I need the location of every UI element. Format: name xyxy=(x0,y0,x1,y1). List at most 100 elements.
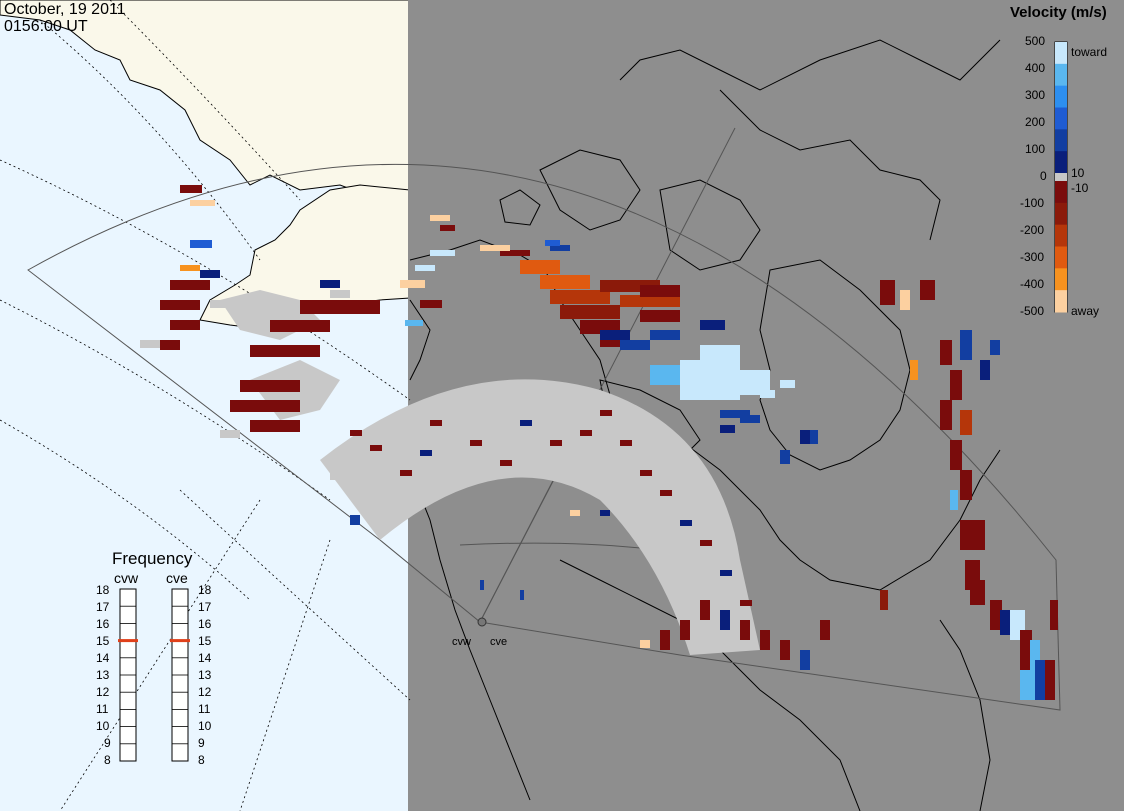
velocity-cell xyxy=(620,440,632,446)
velocity-cell xyxy=(640,470,652,476)
colorbar-block xyxy=(1055,107,1067,130)
velocity-cell xyxy=(430,250,455,256)
velocity-cell xyxy=(990,600,1002,630)
ground-scatter-cell xyxy=(360,500,380,510)
vel-tick: 100 xyxy=(1025,142,1046,156)
velocity-cell xyxy=(160,300,200,310)
velocity-cell xyxy=(620,340,650,350)
freq-tick: 18 xyxy=(198,583,212,597)
velocity-cell xyxy=(800,430,810,444)
velocity-cell xyxy=(560,305,620,319)
velocity-cell xyxy=(720,610,730,630)
lat-lon-grid xyxy=(0,0,411,811)
velocity-cell xyxy=(570,510,580,516)
velocity-cell xyxy=(940,400,952,430)
vel-tick: 400 xyxy=(1025,61,1046,75)
velocity-cell xyxy=(960,520,985,550)
velocity-cell xyxy=(640,285,680,297)
velocity-cell xyxy=(420,300,442,308)
vel-tick: 500 xyxy=(1025,34,1046,48)
radar-name-right: cve xyxy=(166,570,188,586)
velocity-cell xyxy=(720,425,735,433)
velocity-cell xyxy=(545,240,560,246)
velocity-cell xyxy=(500,460,512,466)
freq-tick: 11 xyxy=(198,702,211,716)
velocity-cell xyxy=(810,430,818,444)
time-label: 0156:00 UT xyxy=(4,18,88,35)
vel-tick: 200 xyxy=(1025,115,1046,129)
velocity-cell xyxy=(1000,610,1010,635)
ground-scatter-cell xyxy=(210,300,230,308)
velocity-cell xyxy=(160,340,180,350)
velocity-cell xyxy=(700,540,712,546)
colorbar-block xyxy=(1055,181,1067,204)
freq-tick: 14 xyxy=(198,651,212,665)
velocity-cell xyxy=(430,215,450,221)
freq-tick: 16 xyxy=(96,617,110,631)
freq-tick: 13 xyxy=(198,668,212,682)
colorbar-block xyxy=(1055,246,1067,269)
velocity-cell xyxy=(190,240,212,248)
colorbar-block xyxy=(1055,290,1067,313)
velocity-cell xyxy=(415,265,435,271)
velocity-cell xyxy=(500,250,530,256)
velocity-cell xyxy=(170,280,210,290)
ground-scatter-cell xyxy=(260,300,280,308)
velocity-cell xyxy=(320,280,340,288)
velocity-cell xyxy=(650,330,680,340)
vel-tick: -300 xyxy=(1020,250,1045,264)
colorbar-block xyxy=(1055,129,1067,152)
velocity-cell xyxy=(580,430,592,436)
velocity-cell xyxy=(600,330,630,340)
colorbar-block xyxy=(1055,224,1067,247)
ground-scatter-cell xyxy=(140,340,160,348)
velocity-cell xyxy=(430,420,442,426)
velocity-cell xyxy=(250,420,300,432)
velocity-cell xyxy=(1035,660,1045,700)
velocity-cell xyxy=(780,450,790,464)
velocity-cell xyxy=(950,490,958,510)
colorbar-block xyxy=(1055,63,1067,87)
velocity-cell xyxy=(270,320,330,332)
velocity-cell xyxy=(700,600,710,620)
vel-tick: 0 xyxy=(1040,169,1047,183)
velocity-cell xyxy=(880,280,895,305)
freq-tick: 10 xyxy=(198,719,212,733)
velocity-cell xyxy=(700,345,740,360)
pos-threshold-label: 10 xyxy=(1071,166,1085,180)
velocity-cell xyxy=(470,440,482,446)
velocity-cell xyxy=(800,650,810,670)
colorbar-block xyxy=(1055,202,1067,226)
velocity-cell xyxy=(960,330,972,360)
velocity-cell xyxy=(440,225,455,231)
velocity-cell xyxy=(405,320,423,326)
velocity-cell xyxy=(650,365,680,385)
velocity-cell xyxy=(230,400,300,412)
station-label: cvw xyxy=(452,636,471,648)
freq-tick: 15 xyxy=(198,634,212,648)
velocity-cell xyxy=(480,580,484,590)
velocity-cell xyxy=(740,415,760,423)
velocity-cell xyxy=(1050,600,1058,630)
freq-tick: 17 xyxy=(198,600,212,614)
freq-tick: 11 xyxy=(96,702,109,716)
velocity-cell xyxy=(190,200,215,206)
velocity-cell xyxy=(760,390,775,398)
velocity-cell xyxy=(950,440,962,470)
velocity-cell xyxy=(540,275,590,289)
velocity-cell xyxy=(400,280,425,288)
frequency-gauges xyxy=(118,588,190,762)
velocity-cell xyxy=(1020,630,1032,670)
radar-name-left: cvw xyxy=(114,570,139,586)
colorbar-block xyxy=(1055,268,1067,291)
velocity-cell xyxy=(700,320,725,330)
date-label: October, 19 2011 xyxy=(4,1,126,18)
velocity-cell xyxy=(550,245,570,251)
velocity-cell xyxy=(520,590,524,600)
velocity-cell xyxy=(740,620,750,640)
velocity-cell xyxy=(900,290,910,310)
velocity-cell xyxy=(1030,640,1040,670)
velocity-cell xyxy=(820,620,830,640)
velocity-cell xyxy=(640,310,680,322)
